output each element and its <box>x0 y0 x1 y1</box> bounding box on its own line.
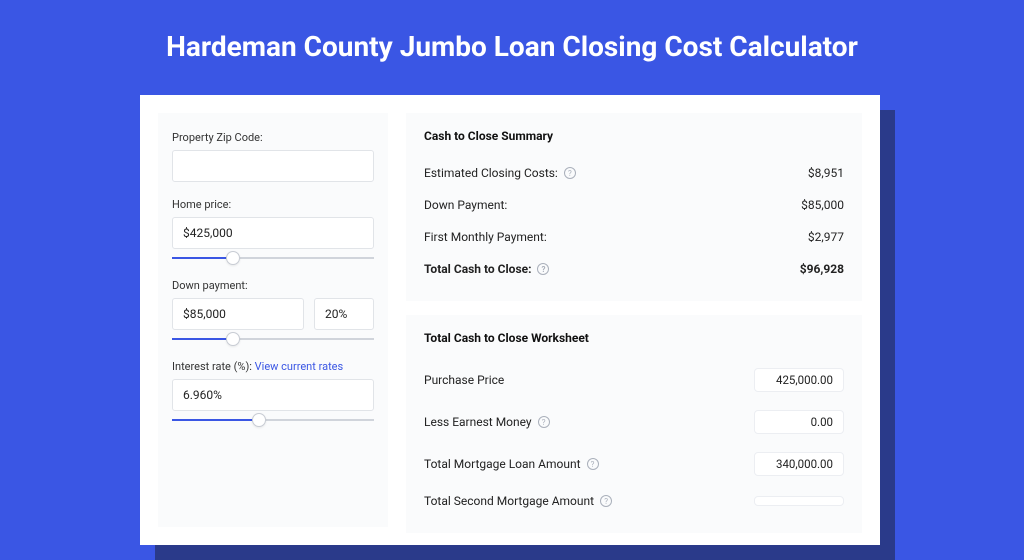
worksheet-value[interactable]: 0.00 <box>754 410 844 434</box>
worksheet-value[interactable] <box>754 496 844 506</box>
slider-thumb[interactable] <box>226 251 240 265</box>
slider-fill <box>172 257 233 259</box>
down-payment-input[interactable]: $85,000 <box>172 298 304 330</box>
interest-rate-label: Interest rate (%): View current rates <box>172 360 374 373</box>
summary-value: $2,977 <box>808 230 844 244</box>
slider-fill <box>172 338 233 340</box>
summary-label-text: First Monthly Payment: <box>424 230 547 244</box>
summary-label: First Monthly Payment: <box>424 230 547 244</box>
results-column: Cash to Close Summary Estimated Closing … <box>406 113 862 527</box>
worksheet-label-text: Less Earnest Money <box>424 415 532 429</box>
worksheet-label: Purchase Price <box>424 373 504 387</box>
worksheet-panel: Total Cash to Close Worksheet Purchase P… <box>406 315 862 533</box>
down-payment-pct-input[interactable]: 20% <box>314 298 374 330</box>
summary-row: First Monthly Payment: $2,977 <box>424 221 844 253</box>
info-icon[interactable]: ? <box>564 167 576 179</box>
worksheet-row: Less Earnest Money ? 0.00 <box>424 401 844 443</box>
zip-input[interactable] <box>172 150 374 182</box>
worksheet-row: Total Second Mortgage Amount ? <box>424 485 844 517</box>
inputs-column: Property Zip Code: Home price: $425,000 … <box>158 113 388 527</box>
down-payment-label: Down payment: <box>172 279 374 292</box>
interest-rate-label-text: Interest rate (%): <box>172 360 252 373</box>
summary-row: Estimated Closing Costs: ? $8,951 <box>424 157 844 189</box>
home-price-slider[interactable] <box>172 257 374 259</box>
summary-total-value: $96,928 <box>800 262 844 276</box>
worksheet-label-text: Total Second Mortgage Amount <box>424 494 594 508</box>
slider-thumb[interactable] <box>226 332 240 346</box>
info-icon[interactable]: ? <box>600 495 612 507</box>
worksheet-label-text: Purchase Price <box>424 373 504 387</box>
home-price-input[interactable]: $425,000 <box>172 217 374 249</box>
field-down-payment: Down payment: $85,000 20% <box>172 279 374 344</box>
calculator-card: Property Zip Code: Home price: $425,000 … <box>140 95 880 545</box>
slider-thumb[interactable] <box>252 413 266 427</box>
worksheet-label-text: Total Mortgage Loan Amount <box>424 457 581 471</box>
summary-value: $85,000 <box>801 198 844 212</box>
summary-total-label: Total Cash to Close: ? <box>424 262 549 276</box>
page-title: Hardeman County Jumbo Loan Closing Cost … <box>0 0 1024 88</box>
worksheet-label: Total Second Mortgage Amount ? <box>424 494 612 508</box>
slider-fill <box>172 419 259 421</box>
summary-total-label-text: Total Cash to Close: <box>424 262 531 276</box>
summary-panel: Cash to Close Summary Estimated Closing … <box>406 113 862 301</box>
info-icon[interactable]: ? <box>537 263 549 275</box>
worksheet-title: Total Cash to Close Worksheet <box>424 331 844 345</box>
worksheet-value[interactable]: 425,000.00 <box>754 368 844 392</box>
interest-rate-input[interactable]: 6.960% <box>172 379 374 411</box>
worksheet-row: Total Mortgage Loan Amount ? 340,000.00 <box>424 443 844 485</box>
view-rates-link[interactable]: View current rates <box>255 360 344 373</box>
down-payment-slider[interactable] <box>172 338 374 340</box>
home-price-label: Home price: <box>172 198 374 211</box>
summary-total-row: Total Cash to Close: ? $96,928 <box>424 253 844 285</box>
summary-label-text: Estimated Closing Costs: <box>424 166 558 180</box>
field-zip: Property Zip Code: <box>172 131 374 182</box>
summary-title: Cash to Close Summary <box>424 129 844 143</box>
worksheet-label: Total Mortgage Loan Amount ? <box>424 457 599 471</box>
summary-value: $8,951 <box>808 166 844 180</box>
field-home-price: Home price: $425,000 <box>172 198 374 263</box>
zip-label: Property Zip Code: <box>172 131 374 144</box>
worksheet-label: Less Earnest Money ? <box>424 415 550 429</box>
worksheet-row: Purchase Price 425,000.00 <box>424 359 844 401</box>
summary-label-text: Down Payment: <box>424 198 507 212</box>
field-interest-rate: Interest rate (%): View current rates 6.… <box>172 360 374 425</box>
summary-label: Down Payment: <box>424 198 507 212</box>
summary-label: Estimated Closing Costs: ? <box>424 166 576 180</box>
worksheet-value[interactable]: 340,000.00 <box>754 452 844 476</box>
info-icon[interactable]: ? <box>538 416 550 428</box>
info-icon[interactable]: ? <box>587 458 599 470</box>
summary-row: Down Payment: $85,000 <box>424 189 844 221</box>
down-payment-row: $85,000 20% <box>172 298 374 330</box>
interest-rate-slider[interactable] <box>172 419 374 421</box>
